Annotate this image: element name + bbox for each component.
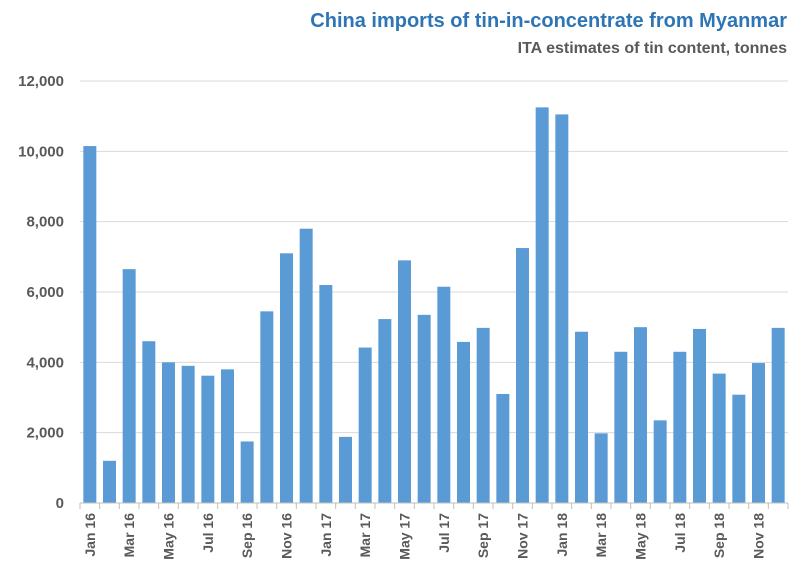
bar [614, 351, 628, 503]
bar [358, 347, 372, 503]
x-tick-label: Nov 16 [279, 513, 295, 559]
bar [319, 284, 333, 503]
bar [732, 394, 746, 503]
x-tick-label: Mar 16 [121, 513, 137, 558]
bar [417, 314, 431, 503]
bar [496, 393, 510, 503]
x-tick-label: Mar 17 [357, 513, 373, 558]
y-tick-label: 2,000 [26, 425, 64, 442]
bar [476, 327, 490, 503]
bar [162, 362, 175, 503]
x-tick-label: Sep 16 [239, 513, 255, 558]
x-tick-label: May 18 [633, 513, 649, 560]
bar [181, 365, 195, 503]
x-tick-label: Mar 18 [593, 513, 609, 558]
bar [398, 260, 411, 503]
y-tick-label: 4,000 [26, 354, 64, 371]
bar [594, 433, 608, 503]
chart-subtitle: ITA estimates of tin content, tonnes [517, 40, 787, 57]
bar [634, 327, 647, 503]
bar [103, 460, 116, 503]
x-tick-label: May 16 [161, 513, 177, 560]
bar [771, 327, 785, 503]
bar [516, 248, 529, 503]
x-tick-label: Jul 18 [672, 513, 688, 553]
bar [653, 420, 667, 503]
x-tick-label: Jan 17 [318, 513, 334, 557]
bar [299, 228, 313, 503]
bar [712, 373, 726, 503]
bar [260, 311, 274, 503]
bar [437, 286, 451, 503]
chart-title: China imports of tin-in-concentrate from… [310, 10, 787, 32]
gridlines [80, 80, 788, 434]
bars [83, 107, 785, 504]
bar [378, 319, 392, 503]
x-tick-label: Nov 18 [751, 513, 767, 559]
bar [457, 341, 470, 503]
x-axis-ticks: Jan 16 Mar 16 May 16 Jul 16 Sep 16 Nov 16 Jan … [79, 503, 789, 560]
bar [673, 351, 687, 503]
bar [339, 436, 352, 503]
bar [142, 341, 156, 503]
bar [555, 114, 569, 504]
y-tick-label: 10,000 [18, 143, 64, 160]
x-tick-label: Sep 18 [711, 513, 727, 558]
x-tick-label: Jan 18 [554, 513, 570, 557]
x-tick-label: Sep 17 [475, 513, 491, 558]
x-tick-label: Jul 16 [200, 513, 216, 553]
y-axis-ticks: 0 2,000 4,000 6,000 8,000 10,000 12,000 [18, 73, 64, 512]
bar [240, 441, 254, 503]
bar [201, 375, 215, 503]
x-tick-label: Jan 16 [82, 513, 98, 557]
bar [575, 331, 588, 503]
bar [221, 369, 234, 503]
x-tick-label: Nov 17 [515, 513, 531, 559]
x-tick-label: Jul 17 [436, 513, 452, 553]
y-tick-label: 8,000 [26, 214, 64, 231]
bar [122, 269, 136, 503]
bar [693, 328, 706, 503]
y-tick-label: 0 [56, 495, 64, 512]
bar [280, 253, 293, 503]
y-tick-label: 6,000 [26, 284, 64, 301]
bar [535, 107, 549, 503]
x-tick-label: May 17 [397, 513, 413, 560]
bar [83, 146, 97, 503]
bar [752, 363, 765, 503]
y-tick-label: 12,000 [18, 73, 64, 90]
